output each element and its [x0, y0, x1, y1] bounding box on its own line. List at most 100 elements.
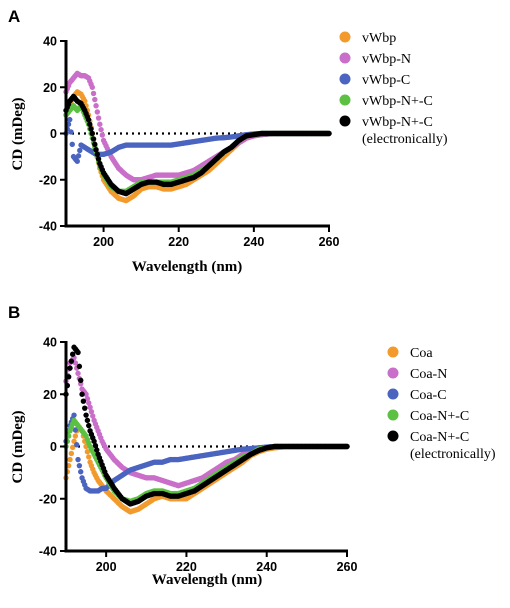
data-point: [75, 153, 82, 159]
y-tick-label: 0: [50, 440, 57, 454]
data-point: [95, 156, 102, 162]
x-tick-label: 240: [243, 235, 264, 249]
y-tick-label: 20: [43, 388, 57, 402]
legend-label: Coa-C: [410, 388, 447, 403]
data-point: [94, 447, 100, 453]
legend-item: vWbp-N: [339, 52, 411, 67]
legend-item: Coa-N: [387, 367, 447, 382]
data-point: [94, 151, 101, 158]
data-point: [67, 116, 73, 123]
legend-item: vWbp-N+-C (electronically): [339, 115, 448, 147]
legend-marker: [387, 388, 399, 400]
legend-label: vWbp-N+-C: [362, 115, 433, 130]
data-point: [78, 377, 84, 384]
legend-marker: [339, 31, 351, 43]
data-point: [92, 141, 98, 147]
series-vwbp-n-c: [63, 93, 332, 197]
data-point: [69, 351, 76, 357]
x-axis-title: Wavelength (nm): [132, 259, 242, 275]
x-tick-label: 220: [168, 235, 189, 249]
legend-label: vWbp-N+-C: [362, 94, 433, 109]
legend-marker: [387, 430, 399, 442]
data-point: [76, 462, 83, 469]
data-point: [69, 141, 75, 147]
x-axis-title: Wavelength (nm): [152, 572, 262, 588]
data-point: [99, 132, 106, 138]
panel-letter: A: [8, 7, 20, 26]
legend: vWbp vWbp-N vWbp-C vWbp-N+-C vWbp-N+-C (elect…: [339, 31, 448, 147]
legend-label: vWbp: [362, 31, 396, 46]
x-tick-label: 220: [176, 560, 197, 574]
data-point: [85, 116, 92, 123]
data-point: [82, 405, 88, 411]
legend-label: Coa-N: [410, 367, 447, 382]
data-point: [93, 146, 99, 153]
data-point: [91, 438, 97, 444]
panel-letter: B: [8, 303, 20, 322]
series-coa: [63, 422, 350, 515]
data-point: [80, 398, 87, 404]
x-tick-label: 260: [337, 560, 358, 574]
x-tick-label: 200: [96, 560, 117, 574]
legend-marker: [339, 115, 351, 127]
data-point: [92, 96, 98, 103]
x-tick-label: 260: [319, 235, 340, 249]
legend-marker: [387, 367, 399, 379]
data-point: [72, 427, 79, 433]
data-point: [69, 444, 76, 451]
data-point: [76, 363, 83, 370]
data-point: [83, 391, 89, 397]
y-tick-label: 40: [43, 336, 57, 350]
legend: Coa Coa-N Coa-C Coa-N+-C Coa-N+-C (electronic…: [387, 346, 496, 462]
y-axis-title: CD (mDeg): [10, 98, 26, 171]
data-point: [344, 443, 350, 450]
y-tick-label: 0: [50, 127, 57, 141]
legend-label: Coa: [410, 346, 433, 361]
data-point: [67, 456, 73, 463]
data-point: [84, 449, 91, 455]
data-point: [68, 129, 74, 135]
data-point: [87, 404, 93, 411]
legend-item: Coa-N+-C: [387, 409, 469, 424]
data-point: [86, 400, 92, 406]
legend-item: Coa-C: [387, 388, 447, 403]
data-point: [98, 126, 104, 133]
y-tick-label: 40: [43, 35, 57, 49]
legend-label: vWbp-C: [362, 73, 410, 88]
data-point: [87, 121, 93, 127]
data-point: [72, 433, 79, 439]
data-point: [75, 349, 81, 356]
x-tick-label: 200: [93, 235, 114, 249]
data-point: [86, 422, 92, 429]
data-point: [89, 130, 96, 137]
legend-marker: [339, 73, 351, 85]
legend-item: vWbp-N+-C: [339, 94, 433, 109]
series-coa-n-c: [63, 344, 350, 507]
data-point: [88, 126, 94, 132]
y-axis-title: CD (mDeg): [10, 411, 26, 484]
x-tick-label: 240: [256, 560, 277, 574]
y-tick-label: -20: [39, 173, 57, 187]
data-point: [68, 358, 75, 364]
data-point: [90, 136, 97, 142]
data-point: [326, 130, 332, 137]
data-point: [74, 442, 80, 448]
data-point: [90, 413, 96, 419]
data-point: [93, 103, 99, 109]
legend-label: Coa-N+-C: [410, 409, 469, 424]
data-point: [78, 469, 84, 475]
data-point: [83, 412, 89, 418]
legend-label: (electronically): [410, 447, 496, 462]
data-point: [86, 454, 92, 460]
y-tick-label: -40: [39, 545, 57, 559]
data-point: [71, 412, 77, 418]
data-point: [67, 365, 73, 371]
legend-label: (electronically): [362, 132, 448, 147]
y-tick-label: -20: [39, 492, 57, 506]
data-point: [77, 147, 83, 154]
y-tick-label: -40: [39, 220, 57, 234]
series-coa-n: [63, 354, 350, 489]
